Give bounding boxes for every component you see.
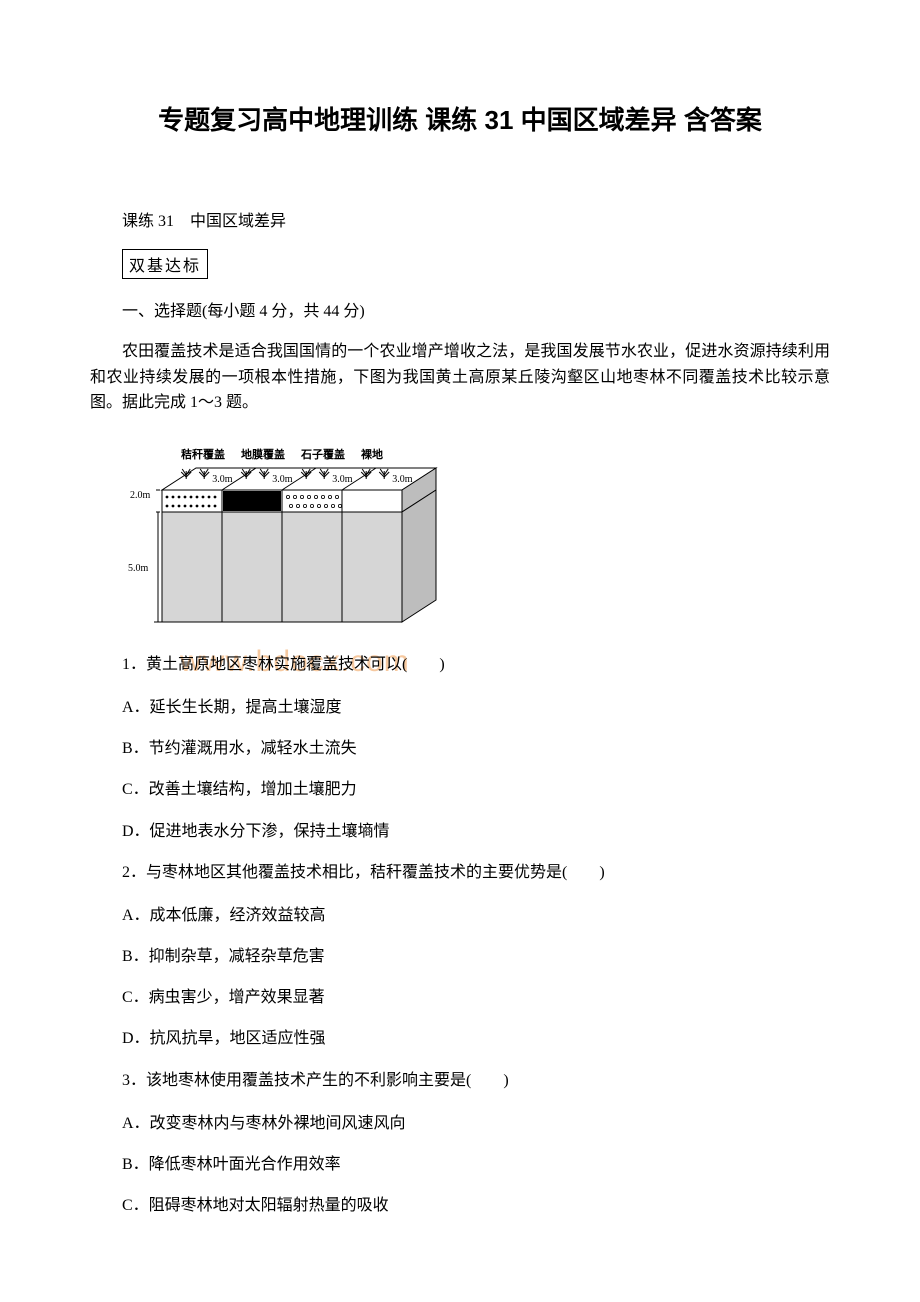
section-box: 双基达标 [122,249,208,279]
diagram-container: 3.0m 3.0m 3.0m 3.0m 秸秆覆盖 地膜覆盖 石子覆盖 裸地 2.0m 5.0m [122,430,830,635]
svg-text:5.0m: 5.0m [128,563,149,574]
question-3-option-b: B．降低枣林叶面光合作用效率 [90,1151,830,1178]
diagram-svg: 3.0m 3.0m 3.0m 3.0m 秸秆覆盖 地膜覆盖 石子覆盖 裸地 2.0m 5.0m [122,430,482,630]
intro-paragraph: 农田覆盖技术是适合我国国情的一个农业增产增收之法，是我国发展节水农业，促进水资源… [90,339,830,416]
lesson-subtitle: 课练 31 中国区域差异 [90,207,830,231]
watermark-row: www.bdocx.com 1．黄土高原地区枣林实施覆盖技术可以( ) [90,651,830,678]
question-1-option-c: C．改善土壤结构，增加土壤肥力 [90,776,830,803]
question-2-option-d: D．抗风抗旱，地区适应性强 [90,1025,830,1052]
coverage-diagram: 3.0m 3.0m 3.0m 3.0m 秸秆覆盖 地膜覆盖 石子覆盖 裸地 2.0m 5.0m [122,430,482,635]
question-3-option-c: C．阻碍枣林地对太阳辐射热量的吸收 [90,1192,830,1219]
page-title: 专题复习高中地理训练 课练 31 中国区域差异 含答案 [90,100,830,137]
svg-text:地膜覆盖: 地膜覆盖 [241,447,285,461]
question-1-option-a: A．延长生长期，提高土壤湿度 [90,694,830,721]
question-1-option-d: D．促进地表水分下渗，保持土壤墒情 [90,818,830,845]
svg-text:3.0m: 3.0m [212,474,233,485]
question-2-option-b: B．抑制杂草，减轻杂草危害 [90,943,830,970]
question-2-option-c: C．病虫害少，增产效果显著 [90,984,830,1011]
svg-text:石子覆盖: 石子覆盖 [300,447,345,461]
question-2-stem: 2．与枣林地区其他覆盖技术相比，秸秆覆盖技术的主要优势是( ) [90,859,830,886]
svg-text:3.0m: 3.0m [332,474,353,485]
svg-text:2.0m: 2.0m [130,490,151,501]
question-1-option-b: B．节约灌溉用水，减轻水土流失 [90,735,830,762]
svg-text:裸地: 裸地 [361,447,383,461]
question-2-option-a: A．成本低廉，经济效益较高 [90,902,830,929]
svg-text:秸秆覆盖: 秸秆覆盖 [181,447,225,461]
svg-text:3.0m: 3.0m [272,474,293,485]
question-3-option-a: A．改变枣林内与枣林外裸地间风速风向 [90,1110,830,1137]
question-1-stem: 1．黄土高原地区枣林实施覆盖技术可以( ) [90,651,830,678]
section-heading: 一、选择题(每小题 4 分，共 44 分) [90,297,830,321]
question-3-stem: 3．该地枣林使用覆盖技术产生的不利影响主要是( ) [90,1067,830,1094]
svg-text:3.0m: 3.0m [392,474,413,485]
